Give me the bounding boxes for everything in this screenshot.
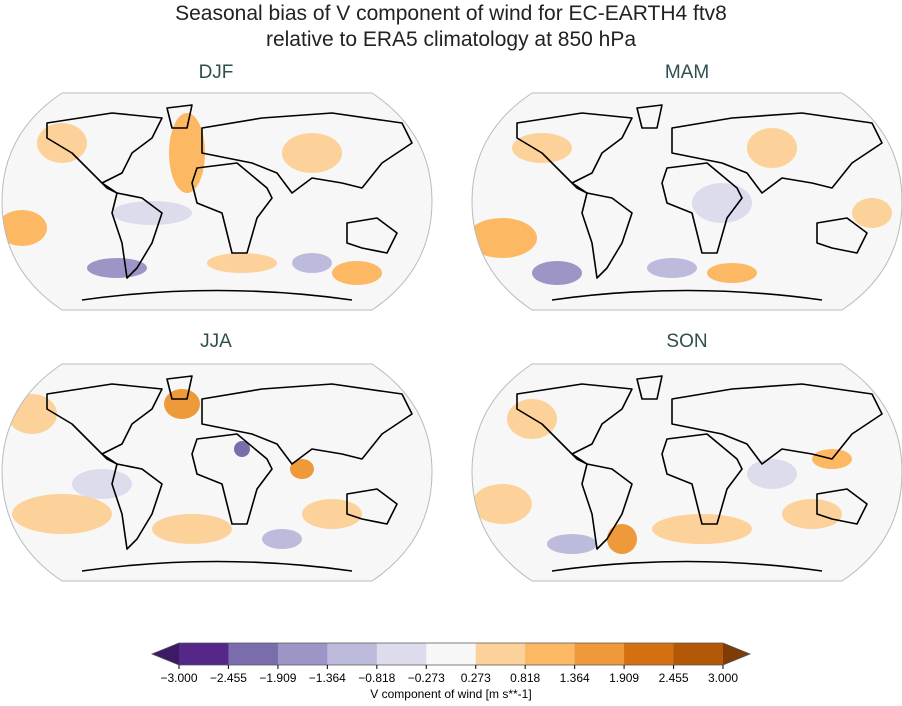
panel-title: MAM	[665, 62, 709, 83]
colorbar-segment	[228, 643, 279, 665]
colorbar-segment	[277, 643, 328, 665]
colorbar-segment	[179, 643, 229, 665]
colorbar-tick-label: −0.818	[358, 671, 395, 685]
colorbar-extend-low	[152, 643, 179, 665]
title-line: Seasonal bias of V component of wind for…	[175, 2, 727, 25]
panel-title: DJF	[199, 62, 234, 83]
colorbar-tick-label: 3.000	[708, 671, 738, 685]
colorbar-segment	[376, 643, 427, 665]
colorbar-segment	[673, 643, 724, 665]
colorbar-tick-label: 2.455	[659, 671, 689, 685]
colorbar-segment	[574, 643, 625, 665]
colorbar-segment	[426, 643, 477, 665]
colorbar-tick-label: 1.364	[560, 671, 590, 685]
colorbar-tick-label: −1.364	[309, 671, 346, 685]
panel-title: JJA	[200, 331, 232, 352]
title-line: relative to ERA5 climatology at 850 hPa	[266, 28, 636, 51]
colorbar-tick-label: 0.818	[510, 671, 540, 685]
colorbar-tick-label: −3.000	[160, 671, 197, 685]
colorbar-label: V component of wind [m s**-1]	[370, 687, 531, 701]
colorbar: −3.000 −2.455 −1.909 −1.364 −0.818 −0.273 0.27…	[150, 642, 752, 685]
map-mam	[471, 92, 902, 311]
colorbar-segment	[525, 643, 576, 665]
colorbar-tick-label: −2.455	[210, 671, 247, 685]
colorbar-segment	[327, 643, 378, 665]
colorbar-segment	[624, 643, 675, 665]
map-djf	[1, 92, 433, 311]
colorbar-segment	[475, 643, 526, 665]
colorbar-tick-label: 0.273	[461, 671, 491, 685]
map-jja	[1, 363, 433, 582]
colorbar-tick-label: −0.273	[408, 671, 445, 685]
map-son	[471, 363, 902, 582]
colorbar-extend-high	[723, 643, 750, 665]
panel-title: SON	[666, 331, 707, 352]
colorbar-tick-label: 1.909	[609, 671, 639, 685]
colorbar-tick-label: −1.909	[259, 671, 296, 685]
